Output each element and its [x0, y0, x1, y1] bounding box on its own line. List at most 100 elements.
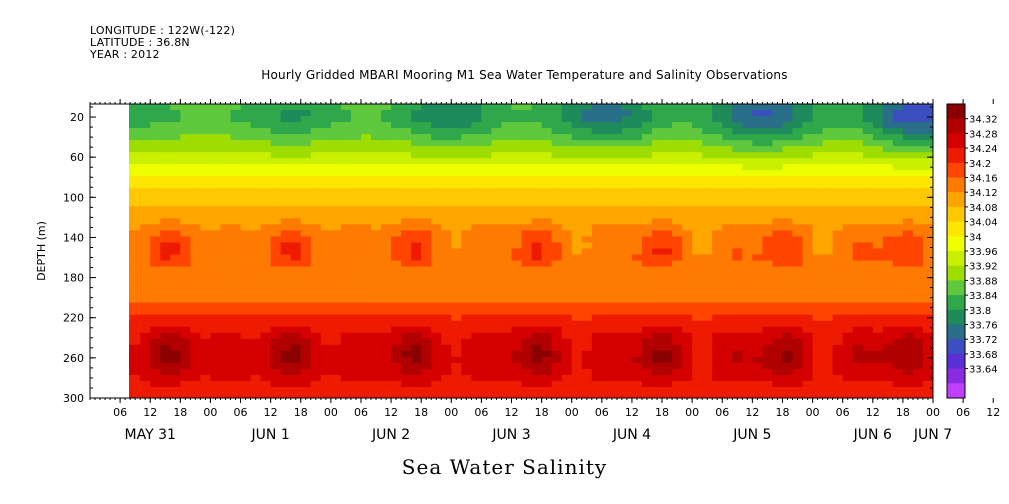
heat-cell: [862, 296, 874, 304]
heat-cell: [140, 200, 151, 207]
heat-cell: [140, 320, 151, 328]
heat-cell: [742, 302, 753, 310]
heat-cell: [421, 344, 432, 352]
heat-cell: [662, 224, 673, 232]
heat-cell: [180, 326, 191, 334]
heat-cell: [170, 206, 181, 213]
heat-cell: [872, 254, 884, 262]
heat-cell: [672, 266, 683, 274]
heat-cell: [240, 368, 252, 376]
heat-cell: [340, 230, 352, 238]
heat-cell: [702, 302, 713, 310]
heat-cell: [822, 200, 834, 207]
heat-cell: [722, 248, 733, 256]
heat-cell: [240, 350, 252, 358]
heat-cell: [872, 350, 884, 358]
heat-cell: [842, 344, 854, 352]
heat-cell: [551, 158, 563, 165]
heat-cell: [391, 284, 402, 292]
heat-cell: [652, 392, 663, 398]
heat-cell: [581, 104, 593, 111]
heat-cell: [662, 146, 673, 153]
heat-cell: [541, 248, 553, 256]
heat-cell: [621, 242, 633, 250]
heat-cell: [802, 128, 814, 135]
heat-cell: [802, 290, 814, 298]
heat-cell: [652, 356, 663, 364]
heat-cell: [842, 122, 854, 129]
heat-cell: [491, 392, 503, 398]
heat-cell: [511, 236, 523, 244]
heat-cell: [902, 146, 914, 153]
heat-cell: [481, 206, 493, 213]
heat-cell: [310, 128, 322, 135]
heat-cell: [601, 320, 613, 328]
heat-cell: [250, 236, 262, 244]
heat-cell: [702, 194, 713, 201]
heat-cell: [872, 290, 884, 298]
heat-cell: [210, 392, 222, 398]
heat-cell: [250, 218, 262, 226]
heat-cell: [541, 320, 553, 328]
heat-cell: [140, 260, 151, 268]
heat-cell: [501, 308, 513, 316]
heat-cell: [250, 134, 262, 141]
heat-cell: [411, 248, 422, 256]
heat-cell: [722, 302, 733, 310]
heat-cell: [662, 350, 673, 358]
heat-cell: [852, 284, 864, 292]
heat-cell: [521, 266, 533, 274]
heat-cell: [320, 164, 332, 171]
heat-cell: [641, 224, 653, 232]
colorbar-swatch: [947, 236, 965, 252]
heat-cell: [160, 296, 171, 304]
heat-cell: [350, 134, 362, 141]
heat-cell: [842, 200, 854, 207]
heat-cell: [360, 248, 372, 256]
heat-cell: [130, 218, 141, 226]
heat-cell: [180, 296, 191, 304]
heat-cell: [220, 326, 232, 334]
heat-cell: [802, 308, 814, 316]
heat-cell: [732, 296, 743, 304]
heat-cell: [722, 290, 733, 298]
heat-cell: [471, 158, 482, 165]
heat-cell: [290, 344, 302, 352]
heat-cell: [902, 350, 914, 358]
heat-cell: [762, 224, 774, 232]
heat-cell: [280, 332, 292, 340]
heat-cell: [682, 230, 693, 238]
heat-cell: [561, 320, 573, 328]
heat-cell: [631, 302, 643, 310]
heat-cell: [491, 122, 503, 129]
heat-cell: [772, 236, 784, 244]
heat-cell: [892, 104, 904, 111]
heat-cell: [501, 158, 513, 165]
heat-cell: [601, 314, 613, 322]
heat-cell: [842, 188, 854, 195]
heat-cell: [150, 320, 161, 328]
heat-cell: [722, 104, 733, 111]
heat-cell: [541, 182, 553, 189]
heat-cell: [782, 308, 794, 316]
heat-cell: [160, 110, 171, 117]
heat-cell: [692, 164, 703, 171]
heat-cell: [320, 308, 332, 316]
heat-cell: [130, 152, 141, 159]
heat-cell: [391, 230, 402, 238]
heat-cell: [621, 200, 633, 207]
heat-cell: [621, 326, 633, 334]
heat-cell: [300, 248, 312, 256]
heat-cell: [762, 362, 774, 370]
heat-cell: [712, 368, 723, 376]
heat-cell: [822, 152, 834, 159]
heat-cell: [902, 386, 914, 394]
heat-cell: [481, 116, 493, 123]
heat-cell: [170, 278, 181, 286]
heat-cell: [902, 200, 914, 207]
heat-cell: [672, 326, 683, 334]
heat-cell: [340, 206, 352, 213]
heat-cell: [441, 224, 452, 232]
heat-cell: [320, 152, 332, 159]
heat-cell: [902, 170, 914, 177]
